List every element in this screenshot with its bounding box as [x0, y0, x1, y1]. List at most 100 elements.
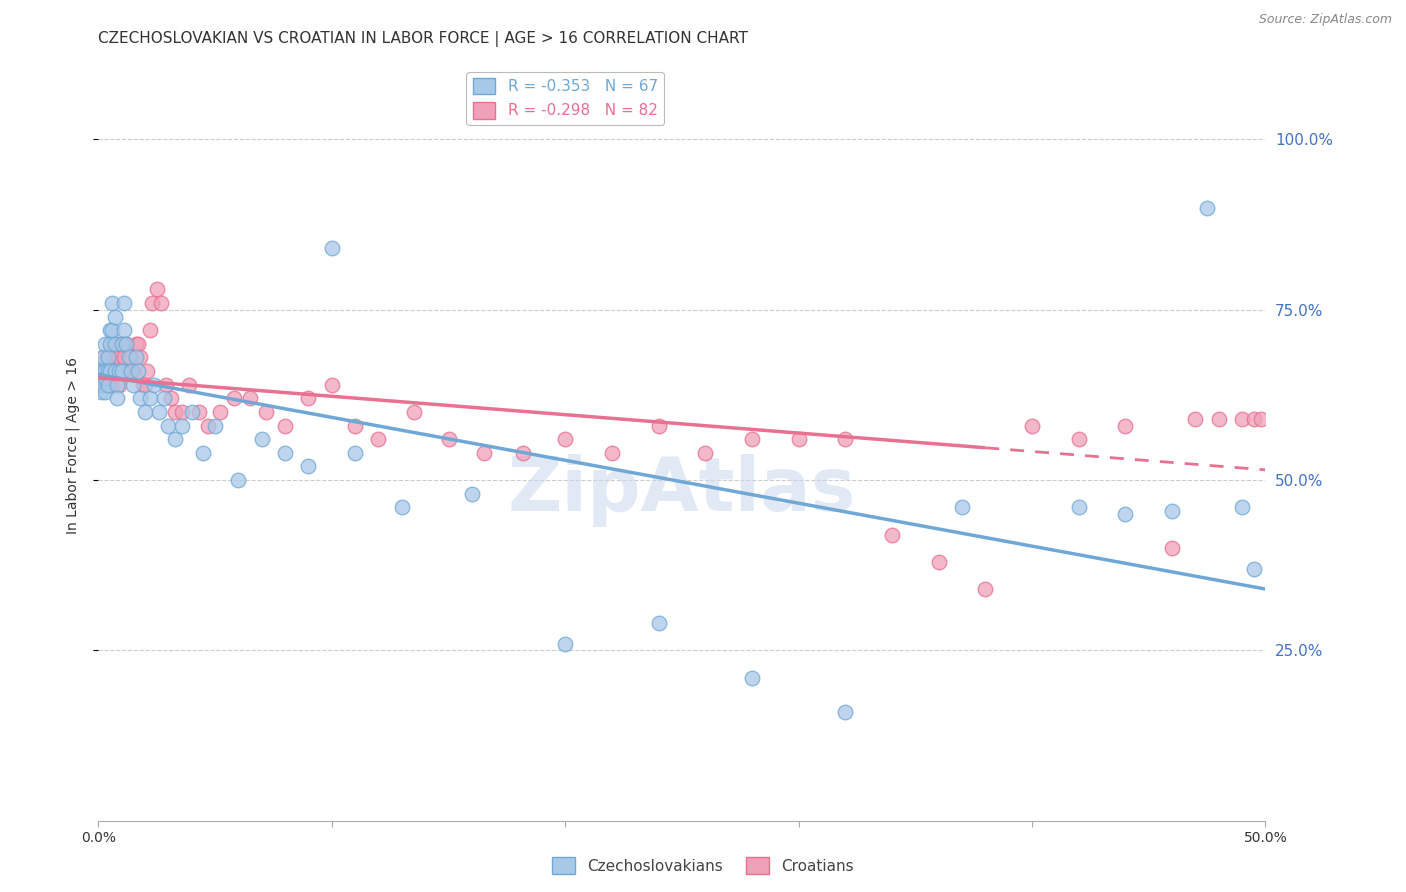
Point [90, 357, 112, 371]
Point [1208, 411, 1230, 425]
Point [928, 555, 950, 569]
Point [91, 364, 114, 378]
Point [108, 364, 131, 378]
Point [1195, 201, 1218, 215]
Point [141, 296, 163, 310]
Point [120, 351, 142, 365]
Point [165, 405, 187, 419]
Point [1067, 500, 1090, 515]
Point [115, 336, 138, 351]
Point [1230, 500, 1253, 515]
Point [1230, 411, 1253, 425]
Point [1067, 432, 1090, 446]
Point [321, 377, 343, 392]
Point [159, 392, 181, 406]
Point [367, 432, 389, 446]
Point [108, 351, 131, 365]
Point [104, 310, 127, 324]
Point [129, 392, 152, 406]
Point [297, 459, 319, 474]
Point [91, 377, 114, 392]
Point [950, 500, 973, 515]
Point [134, 405, 156, 419]
Point [94, 336, 117, 351]
Text: CZECHOSLOVAKIAN VS CROATIAN IN LABOR FORCE | AGE > 16 CORRELATION CHART: CZECHOSLOVAKIAN VS CROATIAN IN LABOR FOR… [98, 31, 748, 47]
Point [193, 446, 215, 460]
Point [98, 364, 121, 378]
Point [104, 351, 127, 365]
Legend: R = -0.353   N = 67, R = -0.298   N = 82: R = -0.353 N = 67, R = -0.298 N = 82 [467, 71, 664, 125]
Point [197, 418, 219, 433]
Point [94, 364, 117, 378]
Point [880, 527, 903, 541]
Point [101, 296, 124, 310]
Point [98, 351, 121, 365]
Point [146, 282, 169, 296]
Point [152, 392, 174, 406]
Text: Source: ZipAtlas.com: Source: ZipAtlas.com [1258, 13, 1392, 27]
Point [139, 323, 162, 337]
Point [90, 377, 112, 392]
Point [1184, 411, 1206, 425]
Point [91, 364, 114, 378]
Point [180, 405, 202, 419]
Point [1243, 411, 1265, 425]
Point [90, 371, 112, 385]
Point [787, 432, 810, 446]
Point [834, 705, 856, 719]
Point [974, 582, 997, 596]
Point [90, 364, 112, 378]
Point [172, 418, 194, 433]
Point [1161, 504, 1184, 518]
Point [97, 364, 120, 378]
Point [187, 405, 209, 419]
Point [101, 377, 124, 392]
Point [139, 392, 162, 406]
Point [90, 357, 112, 371]
Point [91, 371, 114, 385]
Point [1243, 561, 1265, 575]
Point [94, 364, 117, 378]
Point [97, 377, 120, 392]
Point [108, 377, 131, 392]
Point [125, 351, 148, 365]
Point [98, 323, 121, 337]
Point [155, 377, 177, 392]
Point [647, 616, 669, 631]
Point [90, 384, 112, 399]
Point [127, 336, 149, 351]
Point [98, 364, 121, 378]
Point [125, 336, 148, 351]
Point [122, 377, 145, 392]
Point [112, 351, 135, 365]
Point [136, 364, 159, 378]
Point [118, 351, 141, 365]
Point [101, 336, 124, 351]
Point [256, 405, 278, 419]
Point [97, 351, 120, 365]
Point [97, 377, 120, 392]
Point [98, 377, 121, 392]
Point [695, 446, 717, 460]
Point [120, 364, 142, 378]
Point [105, 377, 128, 392]
Point [344, 418, 367, 433]
Point [111, 364, 134, 378]
Point [143, 377, 166, 392]
Point [98, 336, 121, 351]
Point [250, 432, 273, 446]
Point [150, 296, 173, 310]
Point [112, 336, 135, 351]
Point [134, 377, 156, 392]
Point [94, 377, 117, 392]
Point [97, 364, 120, 378]
Point [97, 351, 120, 365]
Point [105, 392, 128, 406]
Point [105, 336, 128, 351]
Point [111, 336, 134, 351]
Point [111, 364, 134, 378]
Point [127, 364, 149, 378]
Point [90, 364, 112, 378]
Legend: Czechoslovakians, Croatians: Czechoslovakians, Croatians [546, 851, 860, 880]
Point [461, 486, 484, 500]
